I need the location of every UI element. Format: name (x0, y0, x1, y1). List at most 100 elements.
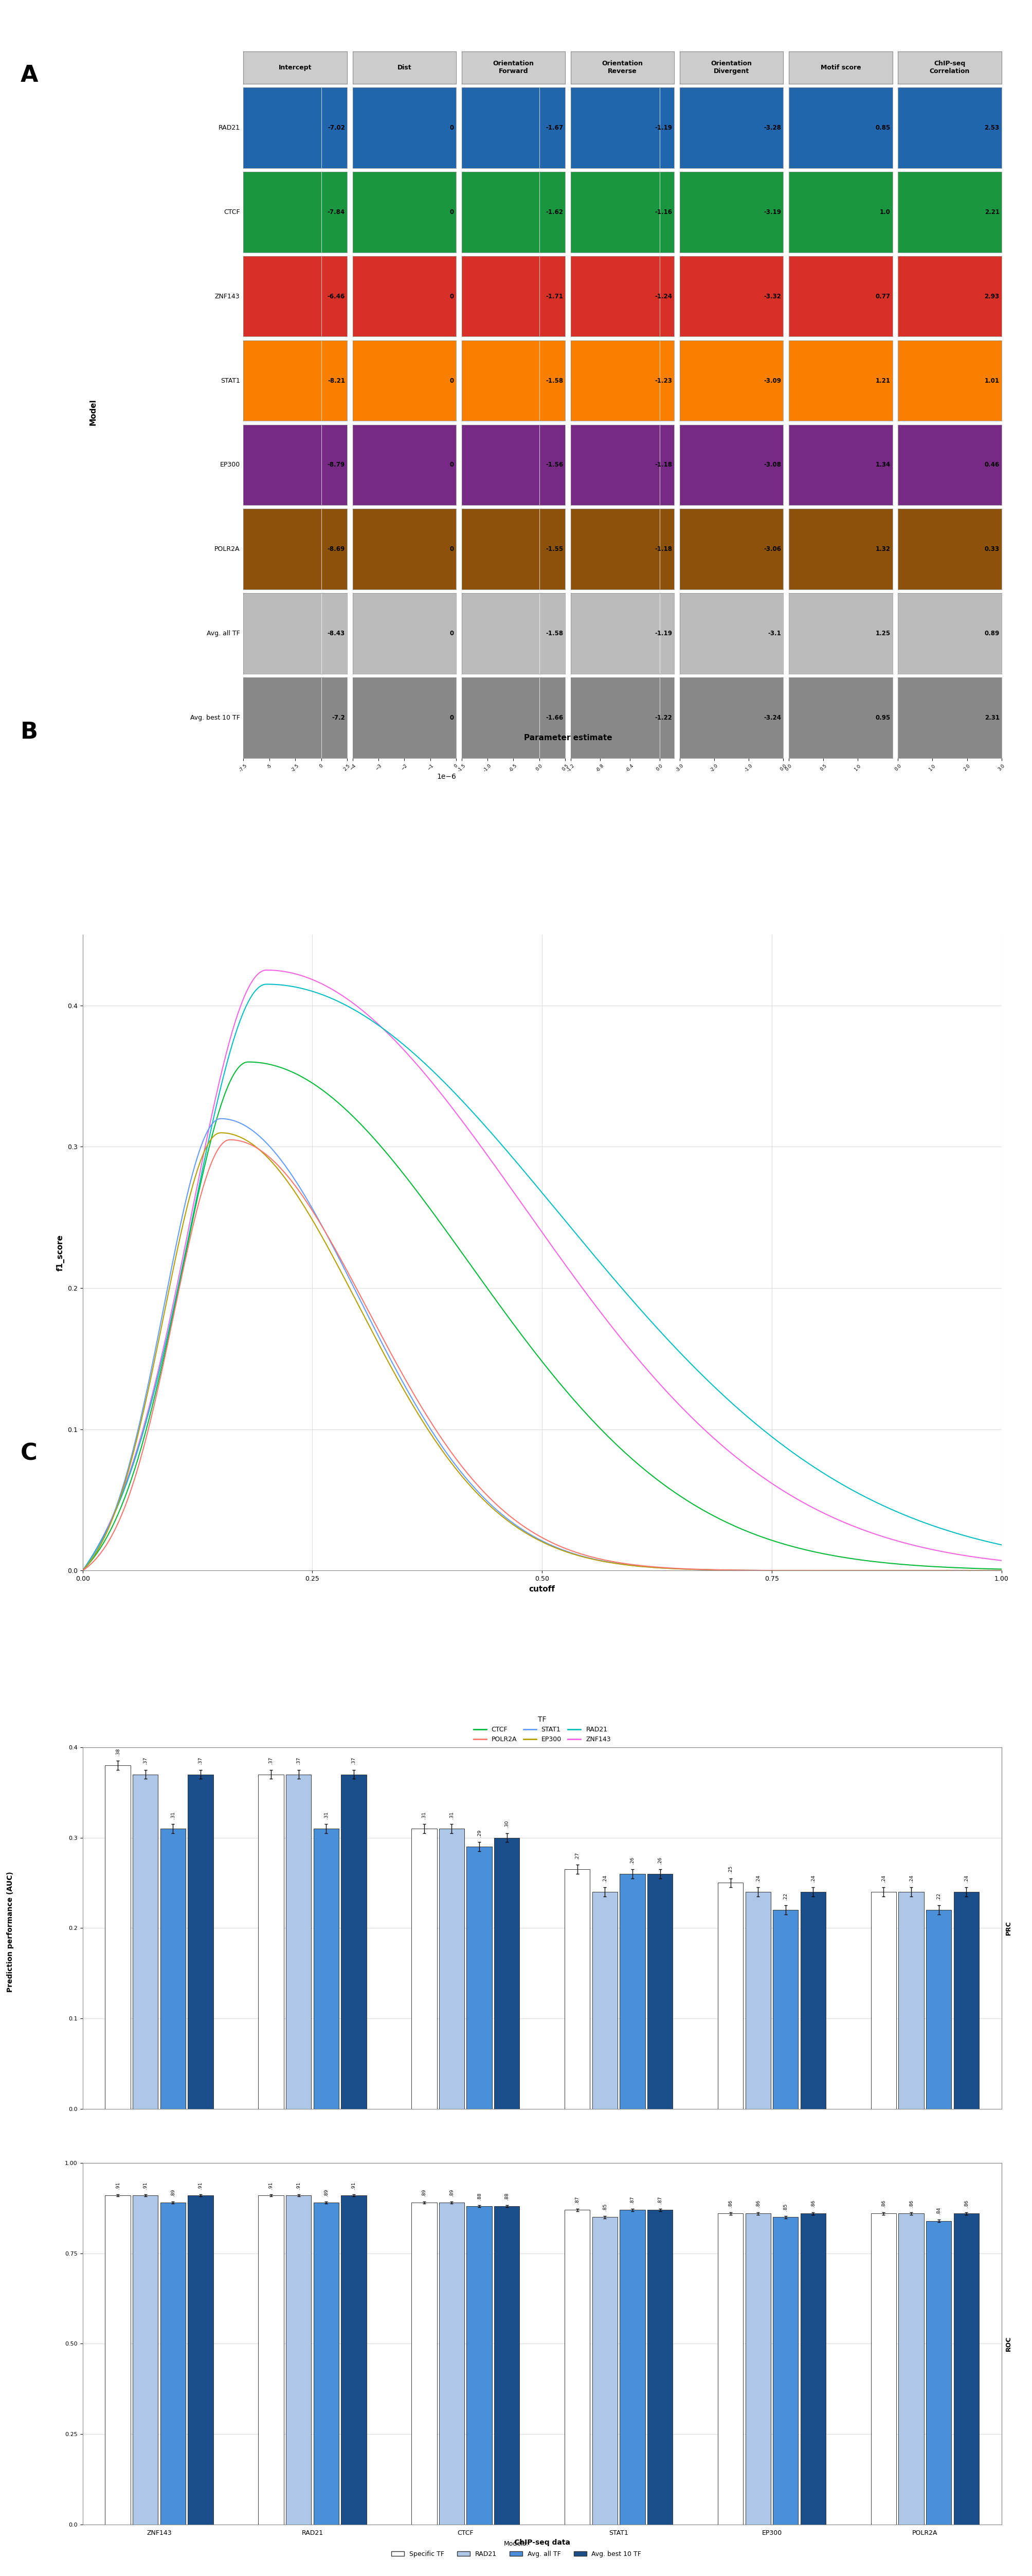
Y-axis label: f1_score: f1_score (56, 1234, 64, 1270)
Text: 0.77: 0.77 (875, 294, 890, 299)
Text: .30: .30 (505, 1821, 509, 1829)
X-axis label: cutoff: cutoff (528, 1584, 555, 1592)
Text: .25: .25 (728, 1865, 733, 1873)
Bar (341, 1775, 366, 2110)
Text: Orientation
Reverse: Orientation Reverse (602, 59, 643, 75)
Bar (160, 2202, 186, 2524)
Text: 0.95: 0.95 (875, 714, 890, 721)
Text: -3.24: -3.24 (764, 714, 781, 721)
Text: .24: .24 (755, 1875, 760, 1883)
Bar (619, 1873, 645, 2110)
Bar (105, 1765, 130, 2110)
Text: -1.62: -1.62 (545, 209, 562, 216)
Text: -1.18: -1.18 (654, 546, 672, 554)
Text: 2.93: 2.93 (983, 294, 999, 299)
Text: .37: .37 (351, 1757, 356, 1765)
Bar (565, 1870, 589, 2110)
Text: -1.19: -1.19 (654, 124, 672, 131)
Text: 2.21: 2.21 (985, 209, 999, 216)
Text: .24: .24 (881, 1875, 885, 1883)
Bar (592, 2218, 617, 2524)
Bar (871, 1891, 896, 2110)
Text: -1.58: -1.58 (545, 376, 562, 384)
Text: .86: .86 (755, 2200, 760, 2208)
Text: 1.32: 1.32 (875, 546, 890, 554)
Bar (258, 2195, 284, 2524)
Text: 1.34: 1.34 (875, 461, 890, 469)
Text: -3.06: -3.06 (764, 546, 781, 554)
Text: .91: .91 (296, 2182, 300, 2190)
X-axis label: ChIP-seq data: ChIP-seq data (514, 2540, 570, 2545)
Bar (871, 2213, 896, 2524)
Bar (773, 1909, 798, 2110)
Text: .31: .31 (170, 1811, 175, 1819)
Text: -6.46: -6.46 (327, 294, 345, 299)
Text: -7.84: -7.84 (327, 209, 345, 216)
Text: -7.2: -7.2 (331, 714, 345, 721)
Text: 2.31: 2.31 (985, 714, 999, 721)
Text: .91: .91 (116, 2182, 120, 2190)
Text: 0: 0 (450, 714, 454, 721)
Text: -3.28: -3.28 (764, 124, 781, 131)
Legend: Specific TF, RAD21, Avg. all TF, Avg. best 10 TF: Specific TF, RAD21, Avg. all TF, Avg. be… (388, 2537, 644, 2561)
Text: .87: .87 (657, 2197, 662, 2202)
Text: .22: .22 (936, 1893, 940, 1901)
Text: .37: .37 (143, 1757, 148, 1765)
Bar (188, 1775, 213, 2110)
Bar (773, 2218, 798, 2524)
Text: Model: Model (89, 399, 97, 425)
Bar (286, 1775, 311, 2110)
Text: .89: .89 (324, 2190, 328, 2197)
Bar (286, 2195, 311, 2524)
Bar (619, 2210, 645, 2524)
Text: .86: .86 (728, 2200, 733, 2208)
Bar (592, 1891, 617, 2110)
Y-axis label: ROC: ROC (1004, 2336, 1011, 2352)
Text: -8.43: -8.43 (327, 631, 345, 636)
Text: 0.85: 0.85 (875, 124, 890, 131)
Bar (105, 2195, 130, 2524)
Text: .89: .89 (449, 2190, 454, 2197)
Bar (954, 1891, 978, 2110)
Bar (926, 2221, 950, 2524)
Bar (439, 2202, 464, 2524)
Text: -1.66: -1.66 (545, 714, 562, 721)
Text: 0.89: 0.89 (983, 631, 999, 636)
Y-axis label: ZNF143: ZNF143 (215, 294, 239, 299)
Text: .22: .22 (783, 1893, 787, 1901)
Text: .88: .88 (477, 2192, 481, 2200)
Bar (745, 1891, 770, 2110)
Text: -1.56: -1.56 (545, 461, 562, 469)
Text: .26: .26 (630, 1857, 635, 1865)
Bar (647, 1873, 672, 2110)
Text: -1.19: -1.19 (654, 631, 672, 636)
Y-axis label: CTCF: CTCF (224, 209, 239, 216)
Text: Parameter estimate: Parameter estimate (523, 734, 612, 742)
Text: .24: .24 (964, 1875, 968, 1883)
Text: .31: .31 (422, 1811, 426, 1819)
Bar (314, 1829, 338, 2110)
Text: .89: .89 (422, 2190, 426, 2197)
Text: .86: .86 (810, 2200, 815, 2208)
Text: .26: .26 (657, 1857, 662, 1865)
Text: -7.02: -7.02 (327, 124, 345, 131)
Text: 0: 0 (450, 294, 454, 299)
Text: -1.24: -1.24 (654, 294, 672, 299)
Text: .87: .87 (575, 2197, 579, 2202)
Text: .91: .91 (351, 2182, 356, 2190)
Text: .86: .86 (908, 2200, 913, 2208)
Text: .31: .31 (449, 1811, 454, 1819)
Bar (717, 1883, 743, 2110)
Text: 0: 0 (450, 376, 454, 384)
Bar (133, 2195, 158, 2524)
Y-axis label: STAT1: STAT1 (220, 376, 239, 384)
Text: .86: .86 (881, 2200, 885, 2208)
Text: .87: .87 (630, 2197, 635, 2202)
Bar (898, 1891, 924, 2110)
Text: .24: .24 (810, 1875, 815, 1883)
Bar (954, 2213, 978, 2524)
Text: 0: 0 (450, 546, 454, 554)
Bar (412, 1829, 437, 2110)
Text: -8.69: -8.69 (327, 546, 345, 554)
Bar (314, 2202, 338, 2524)
